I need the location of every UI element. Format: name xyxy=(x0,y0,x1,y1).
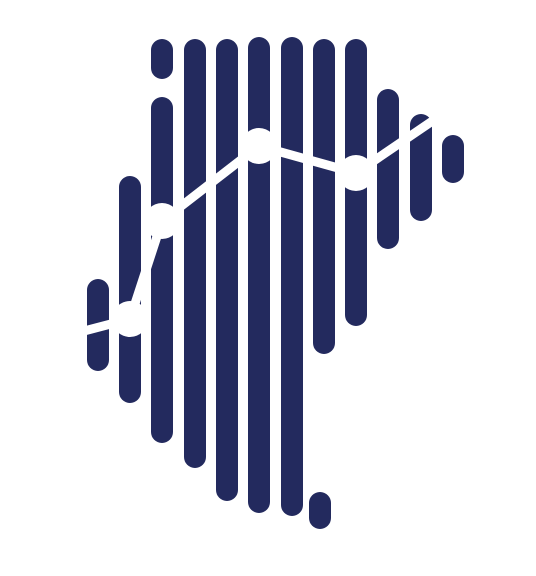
bars-group xyxy=(87,37,464,529)
trend-arrow-head xyxy=(477,59,513,99)
trend-point-5 xyxy=(338,155,374,191)
trend-point-4 xyxy=(241,128,277,164)
trend-point-2 xyxy=(112,301,148,337)
trend-point-1 xyxy=(24,324,60,360)
trend-point-3 xyxy=(144,203,180,239)
trend-line-group xyxy=(24,59,513,360)
